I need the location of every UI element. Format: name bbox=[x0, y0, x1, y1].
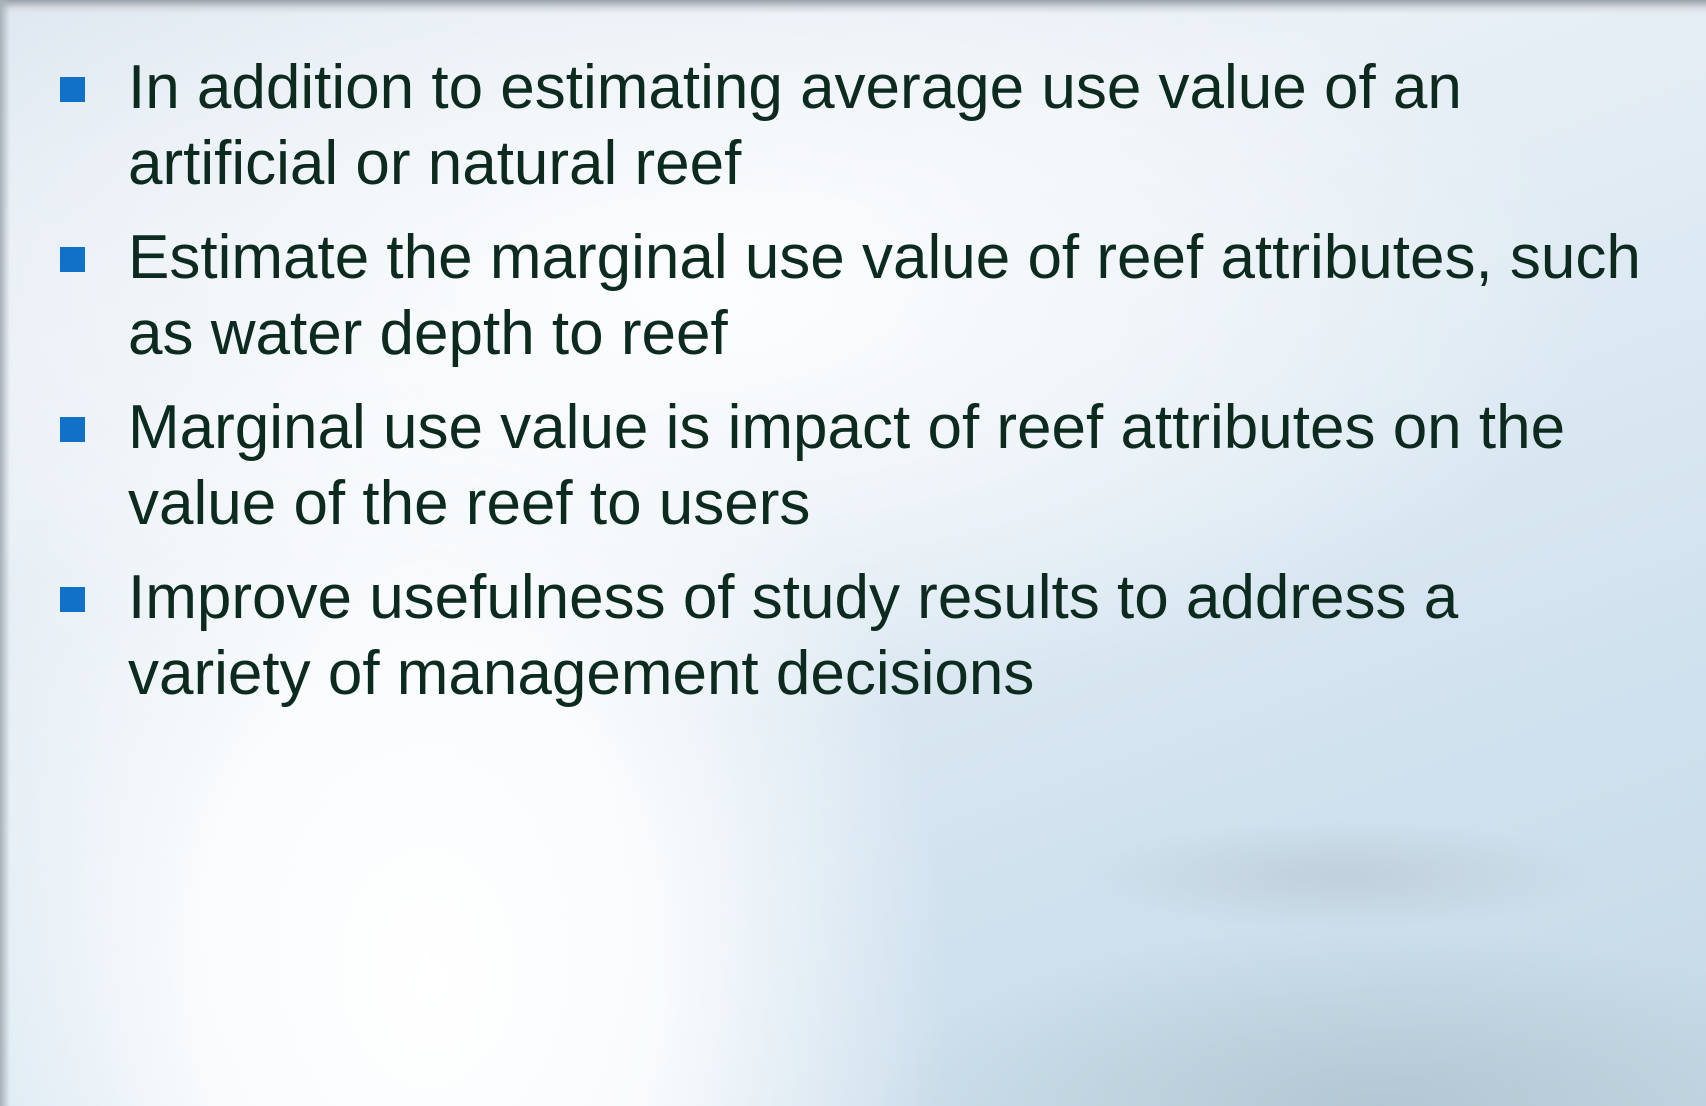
bullet-item: Estimate the marginal use value of reef … bbox=[0, 220, 1648, 372]
bullet-item: In addition to estimating average use va… bbox=[0, 50, 1648, 202]
bullet-text: Marginal use value is impact of reef att… bbox=[128, 390, 1648, 542]
page: {"bullets": [ "In addition to estimating… bbox=[0, 0, 1706, 1106]
bullet-text: Estimate the marginal use value of reef … bbox=[128, 220, 1648, 372]
bullet-item: Marginal use value is impact of reef att… bbox=[0, 390, 1648, 542]
bullet-item: Improve usefulness of study results to a… bbox=[0, 560, 1648, 712]
slide: In addition to estimating average use va… bbox=[0, 0, 1706, 1106]
top-border bbox=[0, 0, 1706, 14]
background-reef bbox=[820, 880, 1706, 1106]
bullet-text: Improve usefulness of study results to a… bbox=[128, 560, 1648, 712]
bullet-text: In addition to estimating average use va… bbox=[128, 50, 1648, 202]
bullet-list: In addition to estimating average use va… bbox=[0, 50, 1706, 730]
bullet-marker bbox=[60, 417, 85, 442]
bullet-marker bbox=[60, 247, 85, 272]
bullet-marker bbox=[60, 587, 85, 612]
bullet-marker bbox=[60, 77, 85, 102]
